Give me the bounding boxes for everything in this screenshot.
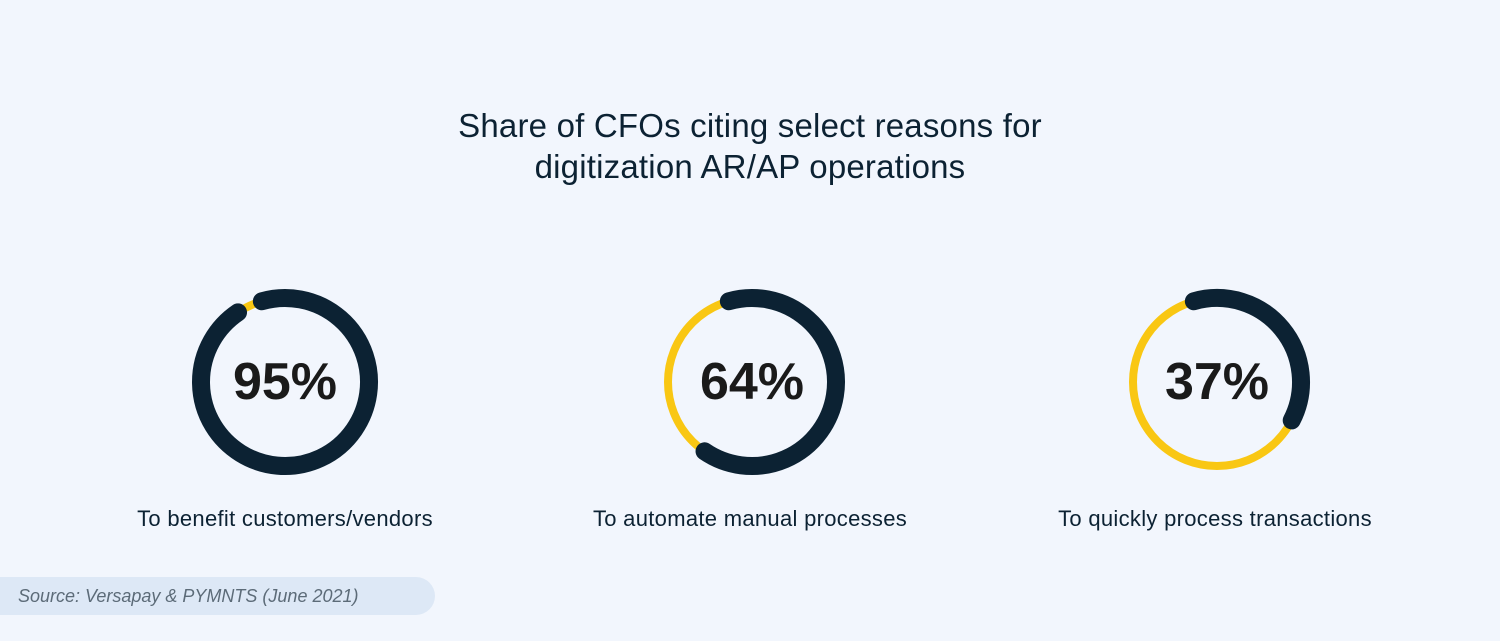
donut-value-arc — [192, 289, 378, 475]
donut-process-transactions: 37% — [1117, 282, 1317, 482]
source-note: Source: Versapay & PYMNTS (June 2021) — [0, 577, 435, 615]
donut-benefit-customers: 95% — [185, 282, 385, 482]
donut-value-label: 64% — [699, 353, 805, 411]
donut-chart — [192, 289, 378, 475]
donut-value-label: 37% — [1164, 353, 1270, 411]
donut-automate-processes: 64% — [652, 282, 852, 482]
donut-caption: To quickly process transactions — [1058, 506, 1372, 531]
chart-title: Share of CFOs citing select reasons for … — [0, 105, 1500, 187]
donut-chart — [1129, 289, 1310, 470]
chart-title-line-1: Share of CFOs citing select reasons for — [458, 107, 1042, 144]
source-text: Source: Versapay & PYMNTS (June 2021) — [18, 586, 359, 606]
donut-value-arc — [1184, 289, 1310, 430]
donut-value-arc — [695, 289, 845, 475]
donut-caption: To benefit customers/vendors — [137, 506, 433, 531]
donut-chart — [664, 289, 845, 475]
donut-caption: To automate manual processes — [592, 506, 908, 531]
chart-title-line-2: digitization AR/AP operations — [534, 148, 966, 185]
donut-value-label: 95% — [232, 353, 338, 411]
